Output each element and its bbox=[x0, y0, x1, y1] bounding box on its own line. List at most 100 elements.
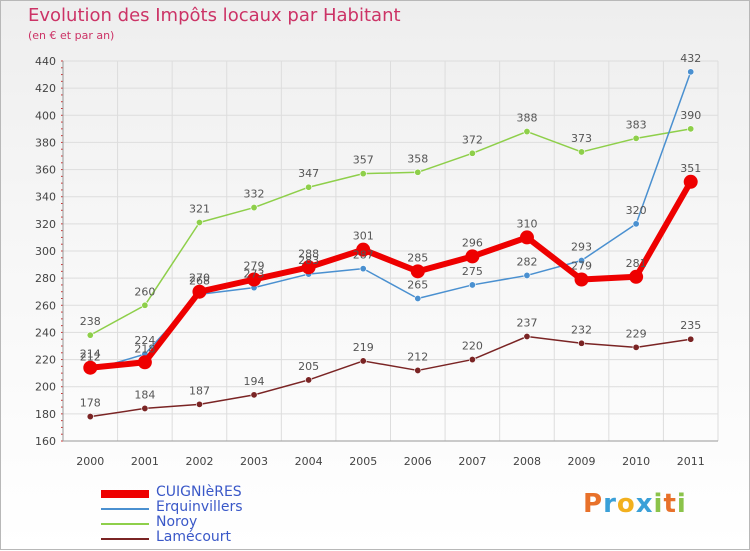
data-point bbox=[414, 366, 422, 374]
data-point bbox=[687, 335, 695, 343]
data-label: 301 bbox=[353, 230, 374, 243]
data-point bbox=[468, 149, 476, 157]
data-label: 265 bbox=[407, 279, 428, 292]
x-tick-label: 2008 bbox=[513, 455, 541, 468]
data-point bbox=[523, 128, 531, 136]
data-point bbox=[250, 391, 258, 399]
data-label: 357 bbox=[353, 154, 374, 167]
data-label: 321 bbox=[189, 203, 210, 216]
data-label: 388 bbox=[516, 112, 537, 125]
data-label: 390 bbox=[680, 109, 701, 122]
proxiti-logo: Proxiti bbox=[583, 489, 687, 519]
data-label: 287 bbox=[353, 249, 374, 262]
data-point bbox=[465, 249, 480, 264]
y-tick-label: 360 bbox=[35, 164, 56, 177]
series-line bbox=[89, 128, 691, 336]
y-tick-label: 380 bbox=[35, 136, 56, 149]
x-tick-label: 2011 bbox=[677, 455, 705, 468]
data-point bbox=[83, 360, 98, 375]
data-label: 282 bbox=[516, 255, 537, 268]
grid bbox=[62, 60, 719, 442]
data-point bbox=[468, 356, 476, 364]
legend-label: CUIGNIèRES bbox=[156, 484, 242, 500]
data-label: 275 bbox=[462, 265, 483, 278]
data-label: 432 bbox=[680, 52, 701, 65]
data-label: 270 bbox=[189, 272, 210, 285]
x-tick-label: 2006 bbox=[404, 455, 432, 468]
data-label: 332 bbox=[244, 188, 265, 201]
y-tick-label: 300 bbox=[35, 245, 56, 258]
data-label: 238 bbox=[80, 315, 101, 328]
data-point bbox=[414, 168, 422, 176]
data-point bbox=[195, 400, 203, 408]
y-tick-label: 340 bbox=[35, 191, 56, 204]
data-point bbox=[410, 264, 425, 279]
logo-letter: i bbox=[653, 489, 664, 519]
data-label: 279 bbox=[244, 260, 265, 273]
data-label: 373 bbox=[571, 132, 592, 145]
x-tick-label: 2001 bbox=[131, 455, 159, 468]
data-label: 205 bbox=[298, 360, 319, 373]
data-labels: 214 218 270 279 288 301 285 296 310 279 281 351 212 2… bbox=[80, 52, 701, 410]
data-point bbox=[192, 284, 207, 299]
legend-swatch bbox=[101, 490, 149, 498]
data-label: 283 bbox=[298, 254, 319, 267]
data-label: 320 bbox=[626, 204, 647, 217]
data-point bbox=[141, 404, 149, 412]
data-point bbox=[687, 125, 695, 133]
data-label: 260 bbox=[134, 285, 155, 298]
data-point bbox=[574, 272, 589, 287]
data-label: 351 bbox=[680, 162, 701, 175]
data-label: 285 bbox=[407, 251, 428, 264]
series-layer bbox=[83, 68, 698, 421]
data-point bbox=[632, 220, 640, 228]
y-tick-label: 200 bbox=[35, 381, 56, 394]
legend-label: Lamécourt bbox=[156, 529, 232, 545]
data-label: 358 bbox=[407, 152, 428, 165]
legend-label: Erquinvillers bbox=[156, 499, 243, 515]
data-point bbox=[632, 134, 640, 142]
logo-letter: x bbox=[635, 489, 654, 519]
y-tick-label: 220 bbox=[35, 354, 56, 367]
data-point bbox=[305, 376, 313, 384]
x-tick-label: 2009 bbox=[568, 455, 596, 468]
data-point bbox=[523, 332, 531, 340]
data-point bbox=[414, 294, 422, 302]
y-tick-label: 320 bbox=[35, 218, 56, 231]
data-label: 293 bbox=[571, 241, 592, 254]
y-tick-label: 400 bbox=[35, 109, 56, 122]
x-tick-label: 2005 bbox=[349, 455, 377, 468]
data-label: 296 bbox=[462, 236, 483, 249]
data-point bbox=[632, 343, 640, 351]
data-label: 347 bbox=[298, 167, 319, 180]
data-point bbox=[137, 355, 152, 370]
data-point bbox=[687, 68, 695, 76]
data-label: 212 bbox=[80, 350, 101, 363]
data-point bbox=[359, 265, 367, 273]
data-label: 212 bbox=[407, 350, 428, 363]
x-tick-label: 2004 bbox=[295, 455, 323, 468]
y-tick-label: 440 bbox=[35, 55, 56, 68]
x-tick-label: 2000 bbox=[76, 455, 104, 468]
data-label: 194 bbox=[244, 375, 265, 388]
data-point bbox=[250, 204, 258, 212]
x-tick-label: 2002 bbox=[185, 455, 213, 468]
y-tick-label: 180 bbox=[35, 408, 56, 421]
data-label: 235 bbox=[680, 319, 701, 332]
data-label: 273 bbox=[244, 268, 265, 281]
data-point bbox=[359, 357, 367, 365]
data-point bbox=[578, 339, 586, 347]
data-label: 220 bbox=[462, 340, 483, 353]
series-line bbox=[89, 180, 694, 371]
data-label: 214 bbox=[80, 348, 101, 361]
x-tick-label: 2003 bbox=[240, 455, 268, 468]
legend-swatch bbox=[101, 538, 149, 540]
logo-letter: r bbox=[603, 489, 617, 519]
logo-letter: t bbox=[663, 489, 677, 519]
data-label: 224 bbox=[134, 334, 155, 347]
data-label: 310 bbox=[516, 217, 537, 230]
data-point bbox=[141, 301, 149, 309]
data-label: 237 bbox=[516, 317, 537, 330]
logo-letter: i bbox=[676, 489, 687, 519]
